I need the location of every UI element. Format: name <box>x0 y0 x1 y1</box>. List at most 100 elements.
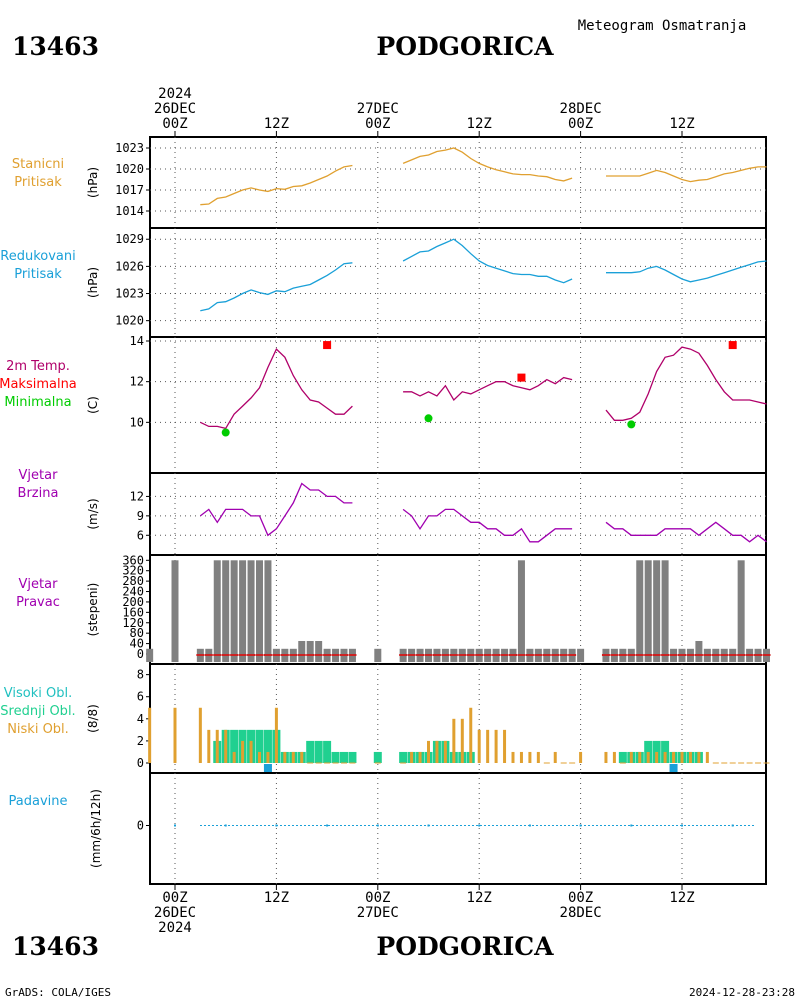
y-tick-label: 0 <box>137 756 144 770</box>
series-line-temperature <box>403 376 573 402</box>
panel-frame <box>149 472 767 556</box>
y-tick-label: 2 <box>137 734 144 748</box>
low-cloud-bar <box>241 740 245 763</box>
panel-label: Padavine <box>9 794 68 809</box>
low-cloud-bar <box>697 751 701 763</box>
y-tick-label: 160 <box>122 605 144 619</box>
meteogram-panels: 1014101710201023(hPa)StanicniPritisak102… <box>0 136 771 885</box>
low-cloud-bar <box>232 751 236 763</box>
low-cloud-bar <box>486 729 490 763</box>
time-label: 2024 <box>158 920 192 936</box>
series-line-station_pressure <box>402 147 573 182</box>
low-cloud-bar <box>198 707 202 763</box>
wind-dir-bar <box>644 560 652 662</box>
low-cloud-bar <box>612 751 616 763</box>
series-line-reduced_pressure <box>402 238 573 284</box>
low-cloud-bar <box>663 751 667 763</box>
low-cloud-bar <box>460 718 464 763</box>
time-label: 12Z <box>264 890 289 906</box>
y-tick-label: 1029 <box>115 232 144 246</box>
station-id-bottom: 13463 <box>12 932 99 961</box>
wind-dir-bar <box>213 560 221 662</box>
y-tick-label: 0 <box>137 647 144 661</box>
mid-cloud-bar <box>263 729 272 763</box>
time-label: 28DEC <box>560 101 602 117</box>
wind-dir-bar <box>298 640 306 662</box>
low-cloud-bar <box>672 751 676 763</box>
low-cloud-bar <box>705 751 709 763</box>
precip-marker <box>669 764 678 773</box>
low-cloud-bar <box>536 751 540 763</box>
unit-label: (hPa) <box>86 167 100 198</box>
wind-dir-bar <box>256 560 263 662</box>
y-tick-label: 200 <box>122 595 144 609</box>
credit-text: GrADS: COLA/IGES <box>5 986 111 999</box>
mid-cloud-bar <box>306 740 315 763</box>
wind-dir-bar <box>695 640 703 662</box>
low-cloud-bar <box>646 751 650 763</box>
panel-reduced_pressure: 1020 1023 1026 1029 (hPa) Redukovani Pritisak <box>0 227 767 338</box>
y-tick-label: 1017 <box>115 183 144 197</box>
mid-cloud-bar <box>314 740 323 763</box>
panel-label: Stanicni <box>12 157 64 172</box>
y-tick-label: 6 <box>137 528 144 542</box>
low-cloud-bar <box>443 740 447 763</box>
series-line-station_pressure <box>606 166 767 183</box>
series-line-wind_speed <box>402 508 573 543</box>
tmax-point <box>517 373 526 382</box>
low-cloud-bar <box>503 729 507 763</box>
y-tick-label: 360 <box>122 553 144 567</box>
panel-label: Srednji Obl. <box>0 704 75 719</box>
panel-label: Visoki Obl. <box>4 686 72 701</box>
timestamp-text: 2024-12-28-23:28 <box>689 986 795 999</box>
wind-dir-bar <box>222 560 230 662</box>
wind-dir-bar <box>653 560 661 662</box>
wind-dir-bar <box>171 560 179 662</box>
low-cloud-bar <box>655 751 659 763</box>
low-cloud-bar <box>274 707 278 763</box>
low-cloud-bar <box>680 751 684 763</box>
series-line-station_pressure <box>200 164 353 206</box>
wind-dir-bar <box>230 560 238 662</box>
panel-label: Vjetar <box>19 577 59 592</box>
precip-marker <box>263 764 272 773</box>
low-cloud-bar <box>528 751 532 763</box>
mid-cloud-bar <box>255 729 264 763</box>
time-label: 00Z <box>568 116 593 132</box>
panel-label: 2m Temp. <box>6 359 70 374</box>
low-cloud-bar <box>266 751 270 763</box>
unit-label: (8/8) <box>86 704 100 733</box>
y-tick-label: 1014 <box>115 204 144 218</box>
panel-frame <box>149 227 767 338</box>
panel-label: Minimalna <box>4 395 71 410</box>
low-cloud-bar <box>300 751 304 763</box>
time-label: 00Z <box>162 890 187 906</box>
wind-dir-bar <box>264 560 272 662</box>
wind-dir-bar <box>315 640 323 662</box>
y-tick-label: 6 <box>137 690 144 704</box>
low-cloud-bar <box>688 751 692 763</box>
y-tick-label: 40 <box>130 637 144 651</box>
low-cloud-bar <box>427 740 430 763</box>
wind-dir-bar <box>247 560 255 662</box>
y-tick-label: 4 <box>137 712 144 726</box>
series-line-temperature <box>605 346 767 421</box>
mid-cloud-bar <box>323 740 332 763</box>
tmax-point <box>323 341 332 350</box>
wind-dir-bar <box>661 560 669 662</box>
panel-temperature: 10 12 14 (C) 2m Temp. Maksimalna Minimalna <box>0 334 767 474</box>
low-cloud-bar <box>435 740 439 763</box>
station-name-bottom: PODGORICA <box>376 932 554 961</box>
wind-dir-bar <box>146 648 154 662</box>
y-tick-label: 1023 <box>115 141 144 155</box>
low-cloud-bar <box>215 729 219 763</box>
y-tick-label: 240 <box>122 585 144 599</box>
time-label: 27DEC <box>357 905 399 921</box>
y-tick-label: 120 <box>122 616 144 630</box>
wind-dir-bar <box>577 648 585 662</box>
low-cloud-bar <box>224 729 228 763</box>
tmin-point <box>221 428 230 437</box>
